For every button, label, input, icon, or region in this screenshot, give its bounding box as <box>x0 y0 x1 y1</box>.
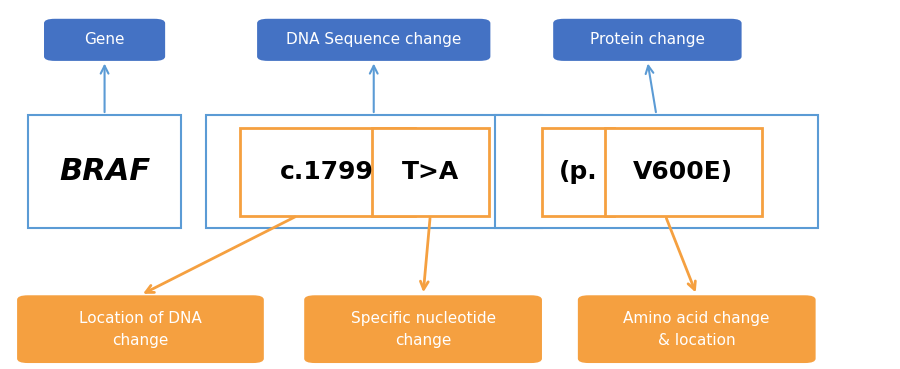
FancyBboxPatch shape <box>17 295 264 363</box>
FancyBboxPatch shape <box>578 295 815 363</box>
FancyBboxPatch shape <box>554 19 742 61</box>
Text: Protein change: Protein change <box>590 32 705 47</box>
Text: DNA Sequence change: DNA Sequence change <box>286 32 462 47</box>
FancyBboxPatch shape <box>205 115 542 228</box>
FancyBboxPatch shape <box>495 115 818 228</box>
FancyBboxPatch shape <box>239 128 415 215</box>
Text: V600E): V600E) <box>634 160 733 184</box>
Text: (p.: (p. <box>559 160 598 184</box>
Text: Gene: Gene <box>85 32 125 47</box>
FancyBboxPatch shape <box>372 128 489 215</box>
FancyBboxPatch shape <box>44 19 165 61</box>
FancyBboxPatch shape <box>543 128 614 215</box>
FancyBboxPatch shape <box>605 128 761 215</box>
Text: c.1799: c.1799 <box>280 160 374 184</box>
Text: T>A: T>A <box>401 160 459 184</box>
FancyBboxPatch shape <box>257 19 490 61</box>
Text: Specific nucleotide
change: Specific nucleotide change <box>350 311 496 348</box>
Text: Location of DNA
change: Location of DNA change <box>79 311 202 348</box>
Text: Amino acid change
& location: Amino acid change & location <box>624 311 770 348</box>
Text: BRAF: BRAF <box>58 157 150 186</box>
FancyBboxPatch shape <box>304 295 542 363</box>
FancyBboxPatch shape <box>28 115 181 228</box>
